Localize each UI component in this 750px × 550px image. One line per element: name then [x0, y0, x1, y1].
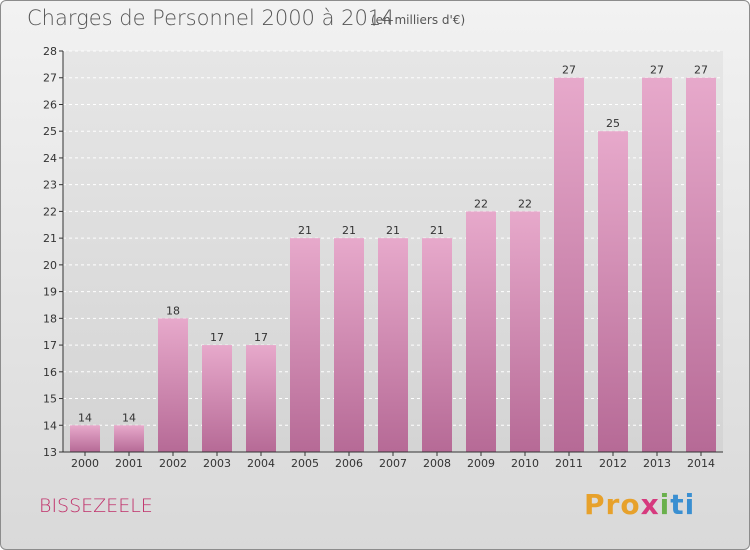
bar [554, 77, 584, 452]
data-label: 27 [694, 64, 708, 77]
bar [114, 425, 144, 452]
x-tick-label: 2004 [247, 457, 275, 470]
y-tick-label: 28 [43, 45, 57, 58]
y-tick-label: 22 [43, 205, 57, 218]
data-label: 18 [166, 304, 180, 317]
bar [246, 345, 276, 452]
x-tick-label: 2007 [379, 457, 407, 470]
y-tick-label: 25 [43, 125, 57, 138]
bar [642, 77, 672, 452]
logo-part-3: i [659, 488, 671, 521]
bar [70, 425, 100, 452]
bar [422, 238, 452, 452]
y-tick-label: 19 [43, 286, 57, 299]
chart-title: Charges de Personnel 2000 à 2014 [27, 6, 395, 30]
data-label: 14 [78, 411, 92, 424]
y-tick-label: 13 [43, 446, 57, 459]
y-tick-label: 26 [43, 98, 57, 111]
x-tick-label: 2011 [555, 457, 583, 470]
x-tick-label: 2002 [159, 457, 187, 470]
y-tick-label: 20 [43, 259, 57, 272]
x-tick-label: 2005 [291, 457, 319, 470]
data-label: 17 [210, 331, 224, 344]
logo-part-2: x [640, 488, 660, 521]
data-label: 25 [606, 117, 620, 130]
data-label: 14 [122, 411, 136, 424]
y-tick-label: 27 [43, 72, 57, 85]
x-tick-label: 2014 [687, 457, 715, 470]
proxiti-logo: Proxiti [584, 488, 695, 521]
y-tick-label: 21 [43, 232, 57, 245]
bar [510, 211, 540, 452]
data-label: 27 [650, 64, 664, 77]
y-tick-label: 16 [43, 366, 57, 379]
bar [378, 238, 408, 452]
data-label: 22 [474, 197, 488, 210]
bar [598, 131, 628, 452]
y-tick-label: 24 [43, 152, 57, 165]
bar [158, 318, 188, 452]
y-tick-label: 15 [43, 393, 57, 406]
y-tick-label: 23 [43, 179, 57, 192]
x-tick-label: 2006 [335, 457, 363, 470]
x-tick-label: 2001 [115, 457, 143, 470]
bar [334, 238, 364, 452]
y-tick-label: 14 [43, 419, 57, 432]
bar [290, 238, 320, 452]
x-tick-label: 2012 [599, 457, 627, 470]
x-tick-label: 2009 [467, 457, 495, 470]
commune-name: BISSEZEELE [39, 495, 153, 517]
data-label: 27 [562, 64, 576, 77]
chart-subtitle: (en milliers d'€) [371, 13, 466, 27]
x-tick-label: 2008 [423, 457, 451, 470]
logo-part-4: ti [670, 488, 696, 521]
x-tick-label: 2010 [511, 457, 539, 470]
data-label: 22 [518, 197, 532, 210]
x-tick-label: 2003 [203, 457, 231, 470]
x-tick-label: 2000 [71, 457, 99, 470]
bar [466, 211, 496, 452]
bar [686, 77, 716, 452]
x-tick-label: 2013 [643, 457, 671, 470]
y-tick-label: 18 [43, 312, 57, 325]
y-tick-label: 17 [43, 339, 57, 352]
data-label: 21 [386, 224, 400, 237]
logo-part-1: Pro [584, 488, 641, 521]
data-label: 17 [254, 331, 268, 344]
data-label: 21 [298, 224, 312, 237]
data-label: 21 [430, 224, 444, 237]
data-label: 21 [342, 224, 356, 237]
bar [202, 345, 232, 452]
